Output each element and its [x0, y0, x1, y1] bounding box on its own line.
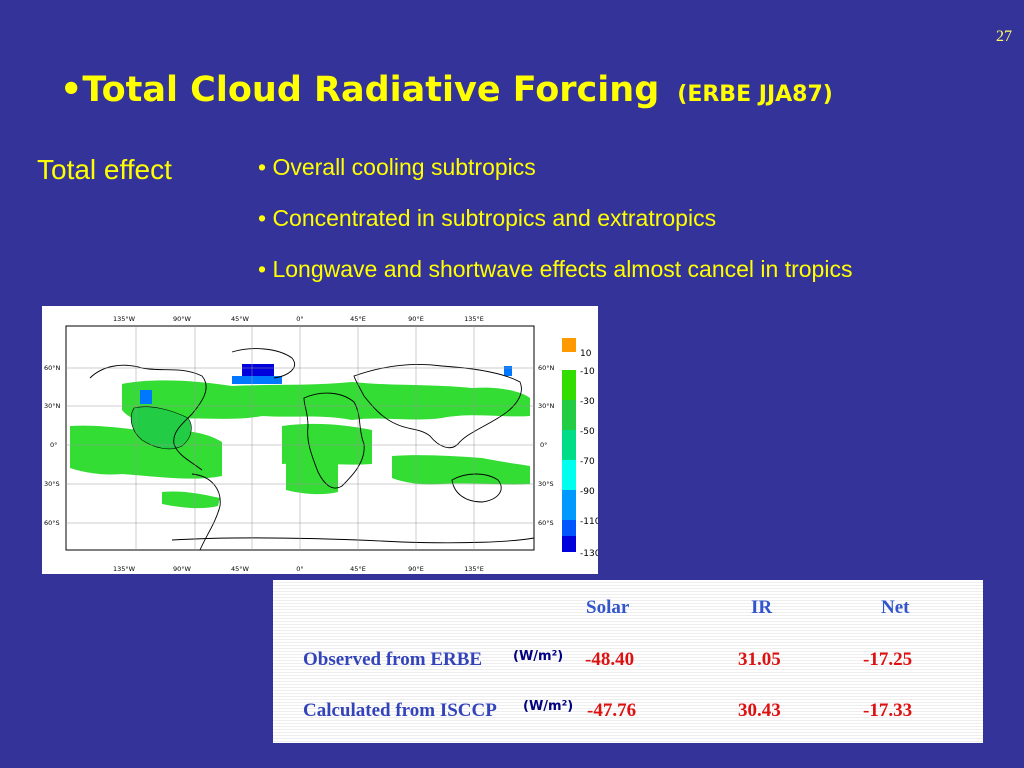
colorbar-swatch [562, 400, 576, 430]
bullet-list: • Overall cooling subtropics • Concentra… [258, 154, 852, 307]
colorbar-swatch [562, 370, 576, 400]
slide-number: 27 [996, 28, 1012, 45]
lat-label-left: 30°S [44, 480, 60, 488]
lat-label-left: 60°S [44, 519, 60, 527]
row-unit: (W/m²) [513, 649, 564, 664]
colorbar-label: -50 [580, 427, 595, 437]
total-effect-label: Total effect [37, 154, 172, 185]
lon-label-top: 45°E [350, 315, 366, 323]
title-subtitle: (ERBE JJA87) [677, 82, 833, 107]
forcing-table: Solar IR Net Observed from ERBE (W/m²) -… [273, 580, 983, 743]
lon-label-bottom: 135°W [113, 565, 136, 573]
lon-label-bottom: 90°E [408, 565, 424, 573]
lon-label-top: 135°W [113, 315, 136, 323]
lon-label-bottom: 45°E [350, 565, 366, 573]
colorbar-label: -110 [580, 517, 598, 527]
cell-ir: 30.43 [738, 700, 781, 721]
bullet-item: • Concentrated in subtropics and extratr… [258, 205, 717, 231]
bullet-item: • Longwave and shortwave effects almost … [258, 256, 853, 282]
colorbar: 10 -10 -30 -50 -70 -90 -110 -130 [562, 338, 598, 559]
slide-title: •Total Cloud Radiative Forcing (ERBE JJA8… [60, 70, 833, 110]
lat-label-right: 30°S [538, 480, 554, 488]
title-main: Total Cloud Radiative Forcing [82, 70, 660, 110]
cell-solar: -48.40 [585, 649, 635, 670]
cell-ir: 31.05 [738, 649, 781, 670]
lon-label-top: 135°E [464, 315, 484, 323]
colorbar-label: -130 [580, 549, 598, 559]
row-label-erbe: Observed from ERBE [303, 649, 483, 670]
colorbar-swatch [562, 338, 576, 352]
lat-label-left: 0° [50, 441, 57, 449]
colorbar-swatch [562, 520, 576, 536]
colorbar-swatch [562, 460, 576, 490]
row-unit: (W/m²) [523, 699, 574, 714]
cloud-forcing-map: 135°W 90°W 45°W 0° 45°E 90°E 135°E 135°W… [42, 306, 598, 574]
col-header-net: Net [881, 597, 910, 618]
title-bullet: • [60, 70, 83, 110]
colorbar-swatch [562, 536, 576, 552]
colorbar-swatch [562, 490, 576, 520]
lat-label-right: 0° [540, 441, 547, 449]
colorbar-label: -30 [580, 397, 595, 407]
col-header-solar: Solar [586, 597, 630, 618]
lon-label-bottom: 45°W [231, 565, 250, 573]
map-graticule [66, 326, 534, 550]
lon-label-bottom: 0° [296, 565, 303, 573]
cell-net: -17.33 [863, 700, 913, 721]
lon-label-top: 45°W [231, 315, 250, 323]
lon-label-top: 90°W [173, 315, 192, 323]
colorbar-label: -90 [580, 487, 595, 497]
lat-label-right: 60°N [538, 364, 555, 372]
lon-label-bottom: 135°E [464, 565, 484, 573]
colorbar-label: -10 [580, 367, 595, 377]
lon-label-top: 0° [296, 315, 303, 323]
lat-label-right: 30°N [538, 402, 555, 410]
colorbar-label: 10 [580, 349, 592, 359]
bullet-item: • Overall cooling subtropics [258, 154, 536, 180]
lon-label-bottom: 90°W [173, 565, 192, 573]
map-svg: 135°W 90°W 45°W 0° 45°E 90°E 135°E 135°W… [44, 315, 598, 573]
cell-net: -17.25 [863, 649, 913, 670]
lat-label-right: 60°S [538, 519, 554, 527]
lat-label-left: 30°N [44, 402, 61, 410]
lat-label-left: 60°N [44, 364, 61, 372]
colorbar-label: -70 [580, 457, 595, 467]
forcing-regions [70, 364, 530, 509]
coastlines [89, 348, 535, 551]
lon-label-top: 90°E [408, 315, 424, 323]
colorbar-swatch [562, 430, 576, 460]
row-label-isccp: Calculated from ISCCP [303, 700, 497, 721]
cell-solar: -47.76 [587, 700, 637, 721]
col-header-ir: IR [751, 597, 773, 618]
